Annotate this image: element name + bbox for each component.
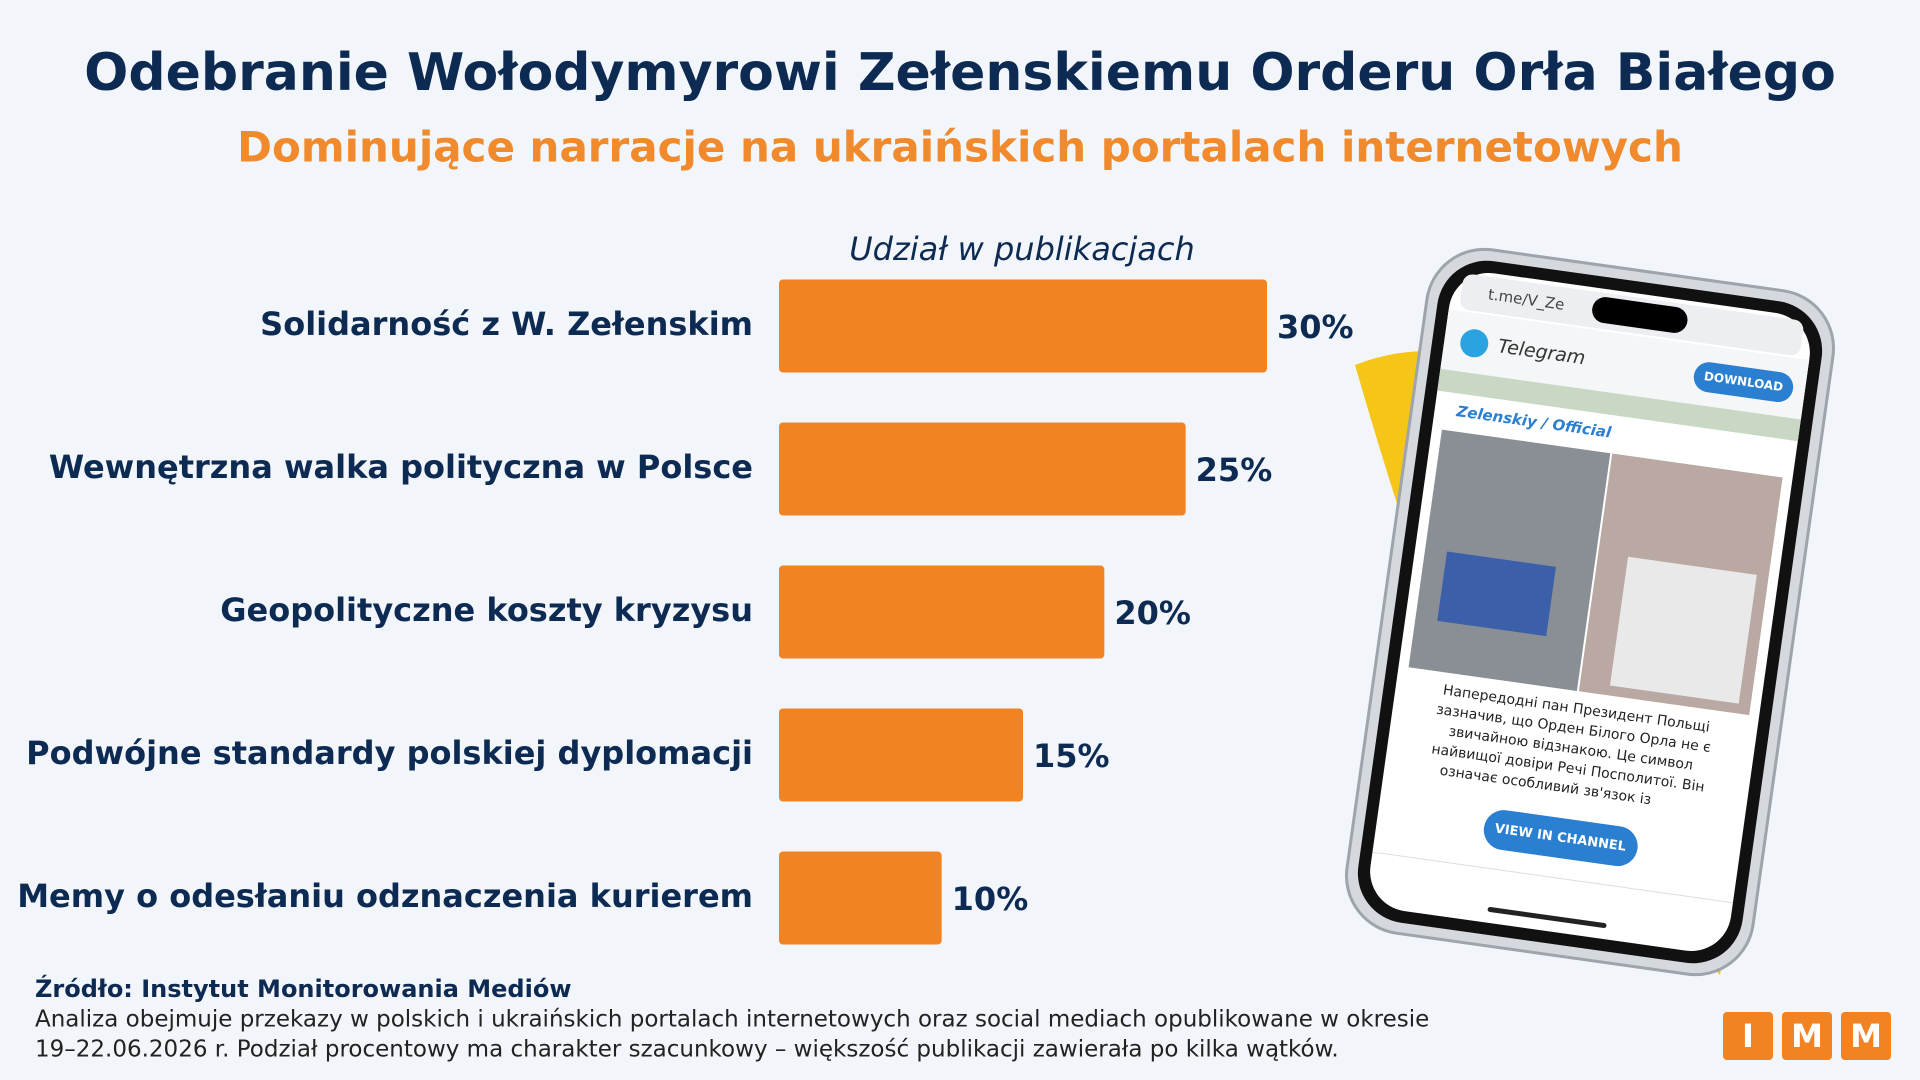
note-line: Analiza obejmuje przekazy w polskich i u… xyxy=(35,1007,1429,1033)
nav-divider xyxy=(1372,851,1733,904)
home-indicator xyxy=(1487,906,1607,929)
category-label: Geopolityczne koszty kryzysu xyxy=(220,591,753,629)
phone: t.me/V_Ze Telegram DOWNLOAD Zelenskiy / … xyxy=(1344,247,1836,977)
photo-left xyxy=(1408,429,1611,691)
dynamic-island xyxy=(1592,297,1688,333)
logo-box xyxy=(1782,1012,1832,1060)
logo-box xyxy=(1723,1012,1773,1060)
logo-box xyxy=(1841,1012,1891,1060)
download-button[interactable] xyxy=(1692,360,1795,404)
category-label: Solidarność z W. Zełenskim xyxy=(260,305,753,343)
telegram-icon xyxy=(1460,329,1489,358)
axis-label: Udział w publikacjach xyxy=(849,230,1195,268)
view-channel-button[interactable] xyxy=(1481,808,1640,869)
photo-detail xyxy=(1437,551,1556,637)
logo-letter: M xyxy=(1791,1017,1823,1055)
bar xyxy=(779,279,1267,373)
value-label: 30% xyxy=(1277,308,1354,346)
bar xyxy=(779,708,1023,802)
logo: I M M xyxy=(1723,1012,1891,1060)
logo-letter: I xyxy=(1742,1017,1754,1055)
value-label: 15% xyxy=(1033,737,1110,775)
chat-bg xyxy=(1437,368,1801,442)
chart-subtitle: Dominujące narracje na ukraińskich porta… xyxy=(237,123,1683,172)
category-label: Wewnętrzna walka polityczna w Polsce xyxy=(49,448,753,486)
value-label: 10% xyxy=(952,880,1029,918)
chart-title: Odebranie Wołodymyrowi Zełenskiemu Order… xyxy=(84,43,1836,103)
category-label: Memy o odesłaniu odznaczenia kurierem xyxy=(17,877,753,915)
note-line: 19–22.06.2026 r. Podział procentowy ma c… xyxy=(35,1037,1339,1063)
value-label: 20% xyxy=(1114,594,1191,632)
category-label: Podwójne standardy polskiej dyplomacji xyxy=(26,734,753,772)
bar xyxy=(779,851,942,945)
bar xyxy=(779,565,1105,659)
bar xyxy=(779,422,1186,516)
logo-letter: M xyxy=(1850,1017,1882,1055)
source-label: Źródło: Instytut Monitorowania Mediów xyxy=(35,974,571,1003)
value-label: 25% xyxy=(1196,451,1273,489)
photo-detail xyxy=(1609,556,1757,704)
